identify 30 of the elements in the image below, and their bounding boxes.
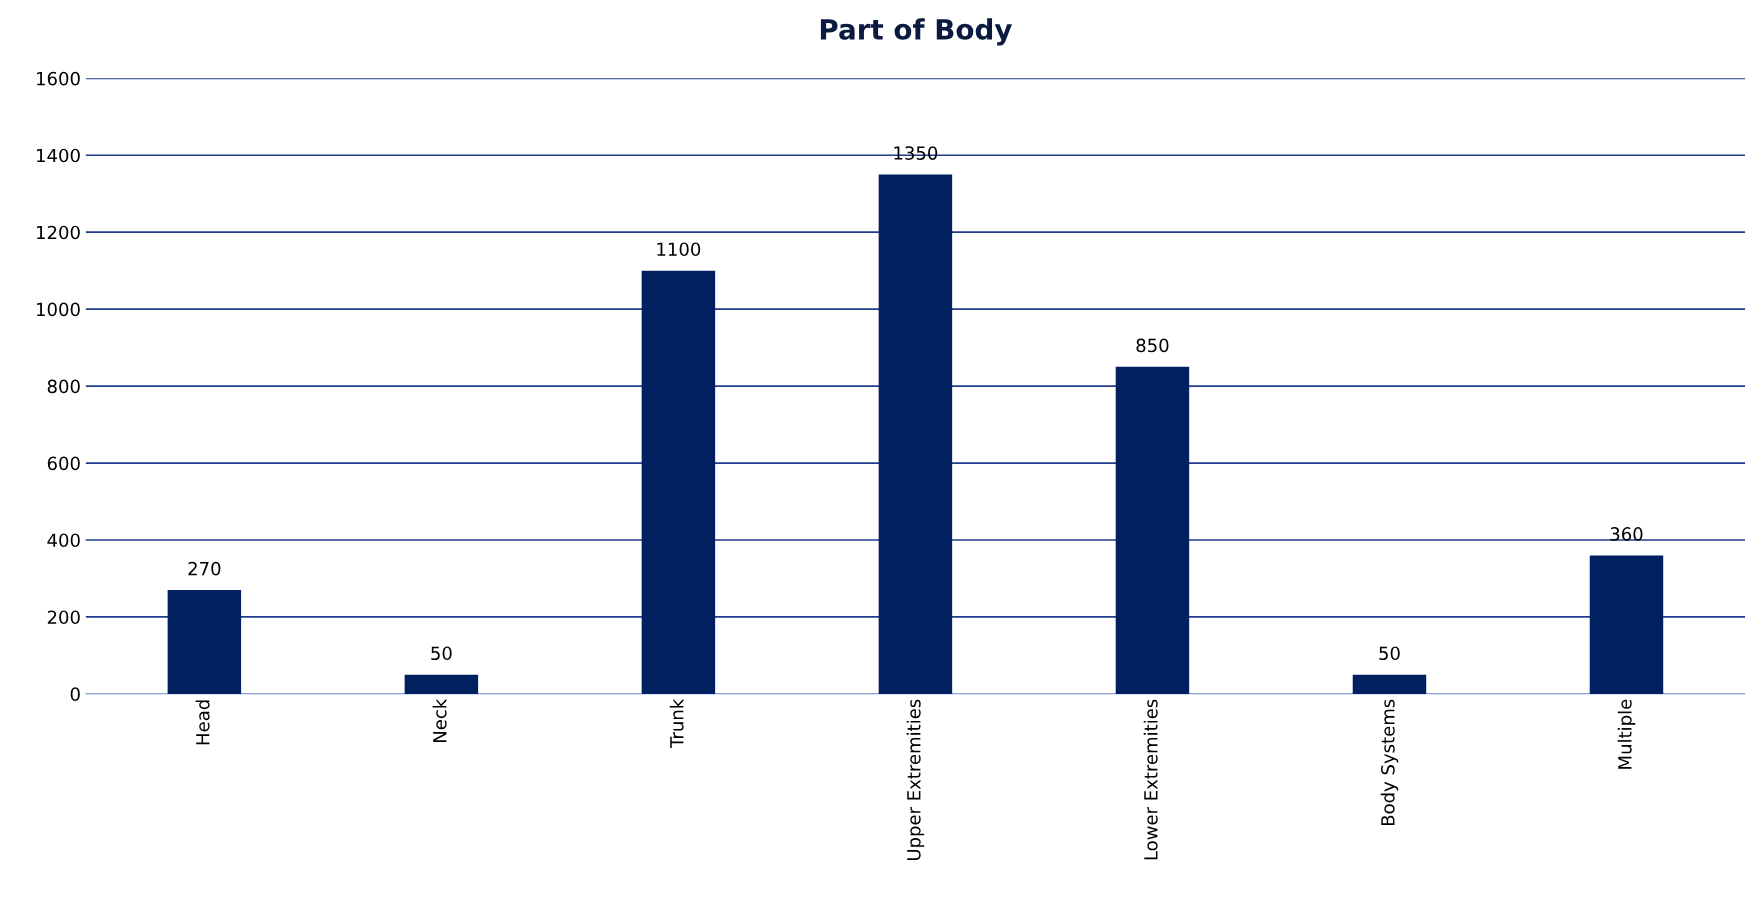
data-label: 850 <box>1136 338 1169 353</box>
bar <box>878 174 953 694</box>
data-label: 1100 <box>657 242 701 257</box>
bar <box>641 270 716 694</box>
data-label: 270 <box>188 561 221 576</box>
y-tick-label: 1200 <box>37 225 80 240</box>
x-tick-label: Lower Extremities <box>1143 699 1158 860</box>
bar <box>1352 674 1427 694</box>
y-tick-label: 1000 <box>37 302 80 317</box>
y-tick-label: 600 <box>47 456 80 471</box>
data-label: 50 <box>431 646 452 661</box>
bar <box>1115 366 1190 694</box>
y-tick-label: 200 <box>47 610 80 625</box>
x-tick-label: Head <box>195 700 210 745</box>
data-label: 50 <box>1379 646 1400 661</box>
bar <box>404 674 479 694</box>
data-label: 360 <box>1610 527 1643 541</box>
y-tick-label: 1400 <box>37 148 80 163</box>
y-tick-label: 800 <box>47 379 80 394</box>
y-tick-label: 400 <box>47 533 80 548</box>
x-tick-label: Body Systems <box>1380 699 1399 826</box>
x-tick-label: Neck <box>432 698 447 742</box>
x-tick-label: Multiple <box>1617 699 1636 769</box>
x-tick-label: Upper Extremities <box>906 699 925 861</box>
y-tick-label: 1600 <box>37 71 80 86</box>
y-tick-label: 0 <box>70 687 80 702</box>
chart-title: Part of Body <box>820 18 1012 46</box>
x-tick-label: Trunk <box>669 698 684 748</box>
bar <box>1589 555 1664 694</box>
bar <box>167 590 242 694</box>
